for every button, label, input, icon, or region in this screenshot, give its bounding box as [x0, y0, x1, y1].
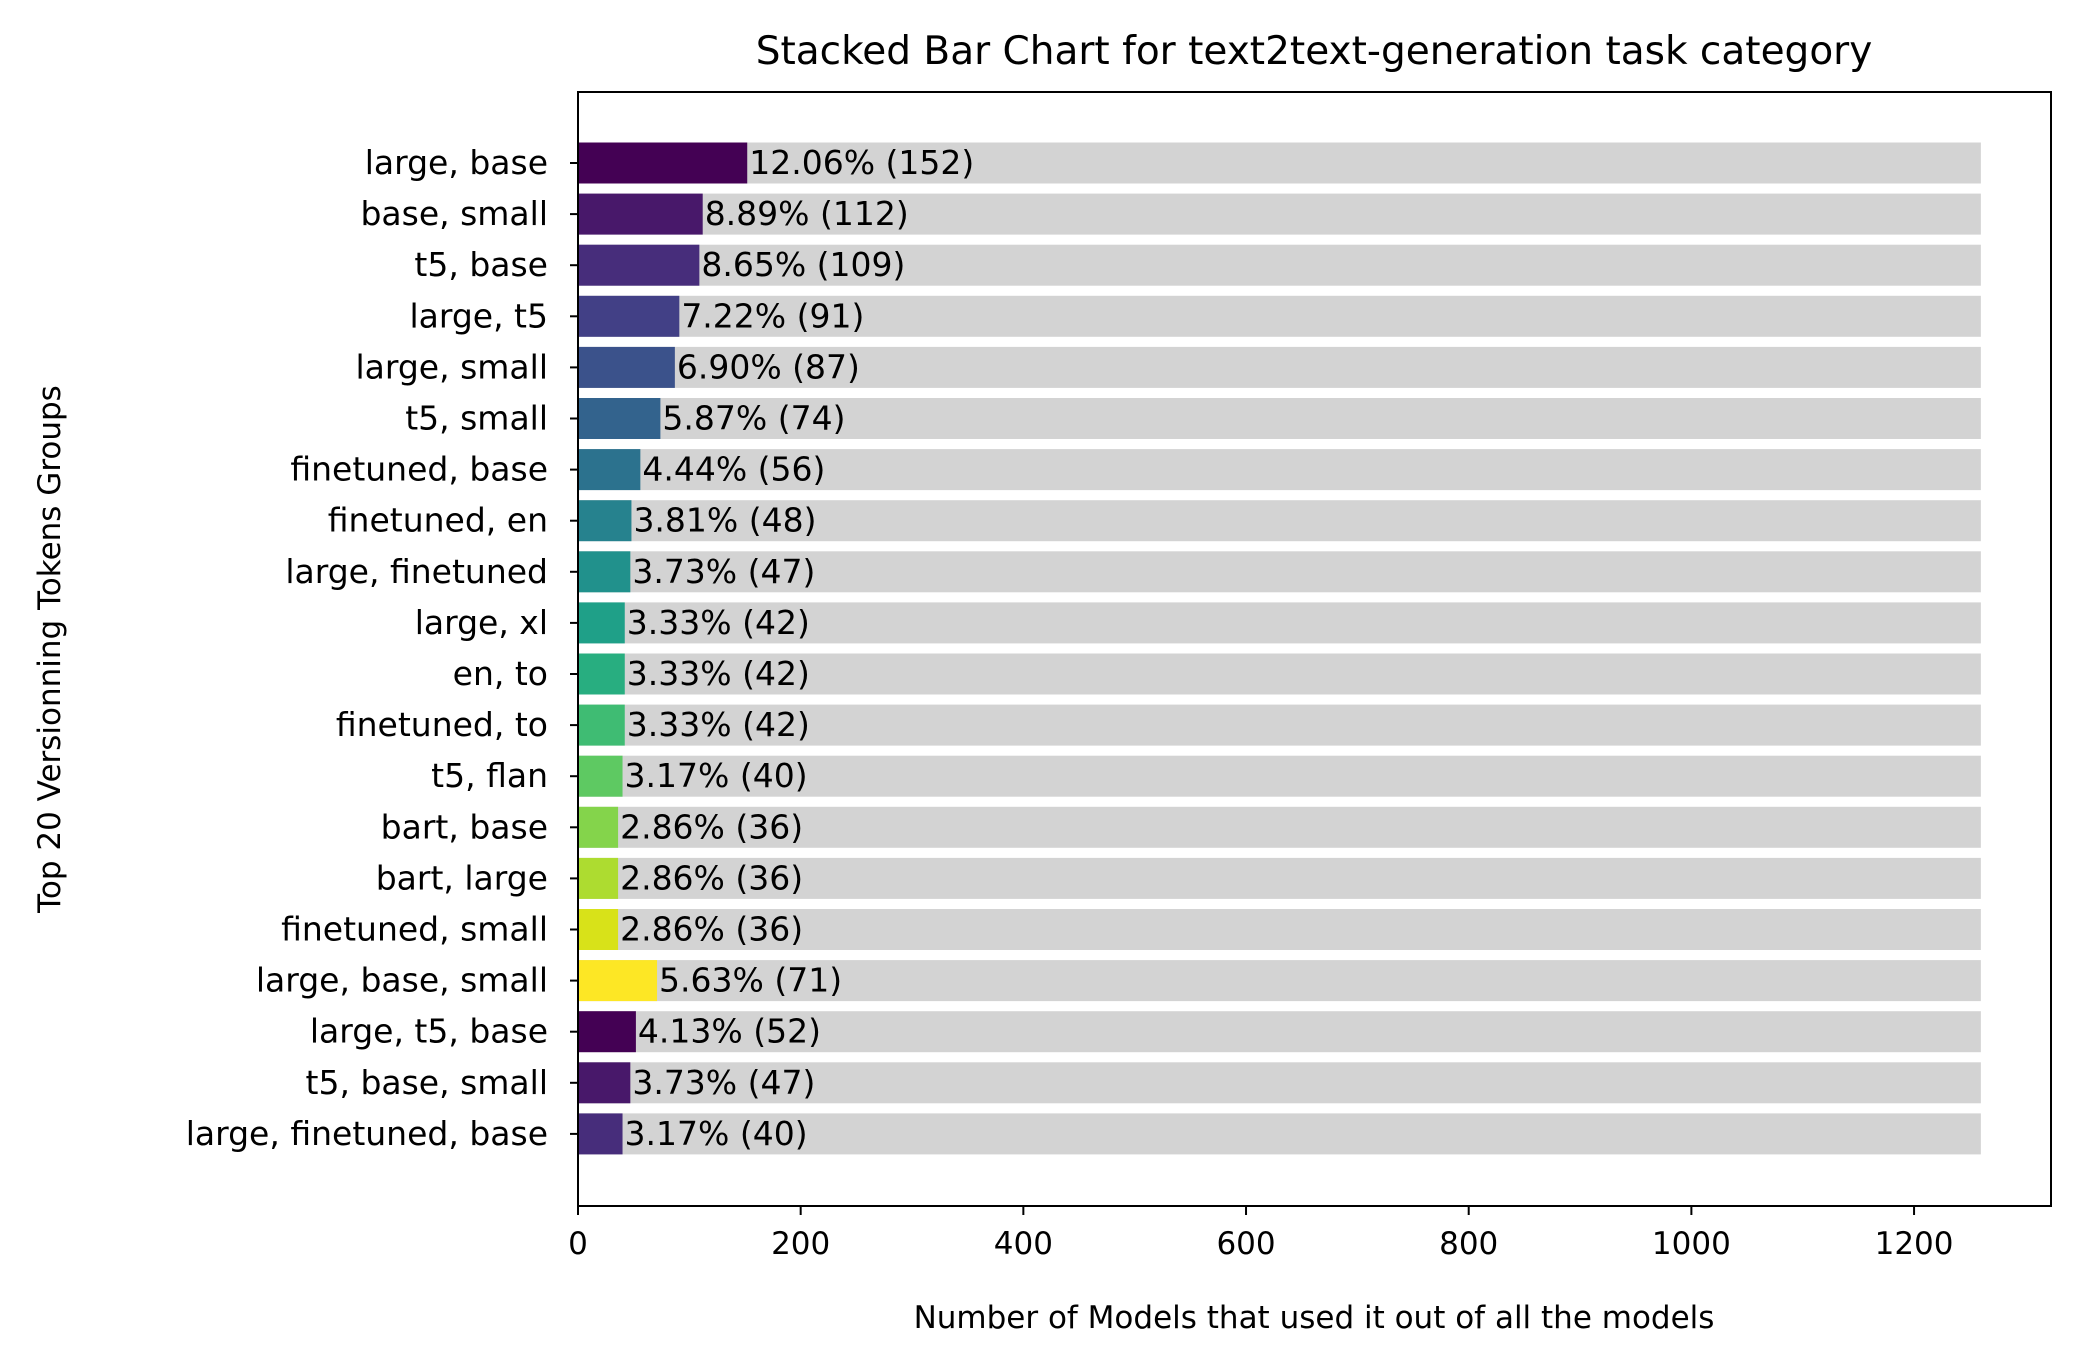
bar-data-label: 8.65% (109) [701, 245, 905, 284]
bar-data-label: 12.06% (152) [749, 143, 974, 182]
bar-value [578, 1113, 623, 1155]
bar-value [578, 193, 703, 235]
bar-data-label: 2.86% (36) [620, 807, 803, 846]
y-tick-label: large, finetuned [285, 552, 548, 591]
y-tick-label: large, finetuned, base [186, 1114, 548, 1153]
bar-total [578, 1011, 1981, 1053]
bar-value [578, 500, 632, 542]
bar-value [578, 449, 641, 491]
bar-total [578, 960, 1981, 1002]
bar-value [578, 909, 619, 950]
bar-data-label: 3.81% (48) [633, 501, 816, 540]
y-tick-label: base, small [360, 194, 548, 233]
bar-data-label: 8.89% (112) [705, 194, 909, 233]
bar-value [578, 398, 661, 439]
bar-value [578, 244, 700, 286]
bar-value [578, 602, 625, 644]
bar-data-label: 7.22% (91) [681, 296, 864, 335]
bar-data-label: 5.63% (71) [659, 961, 842, 1000]
bar-value [578, 755, 623, 797]
y-tick-label: bart, base [381, 807, 548, 846]
y-tick-label: en, to [453, 654, 548, 693]
bar-total [578, 653, 1981, 695]
bar-total [578, 500, 1981, 542]
y-tick-label: t5, base [414, 245, 548, 284]
bar-data-label: 3.73% (47) [632, 1063, 815, 1102]
x-tick-label: 200 [771, 1226, 830, 1262]
bar-data-label: 3.73% (47) [632, 552, 815, 591]
x-axis-label: Number of Models that used it out of all… [914, 1300, 1715, 1336]
bar-value [578, 295, 680, 337]
y-tick-label: large, t5, base [310, 1012, 548, 1051]
bar-data-label: 4.13% (52) [638, 1012, 821, 1051]
y-tick-label: large, small [355, 347, 548, 386]
bar-data-label: 2.86% (36) [620, 910, 803, 949]
y-tick-label: finetuned, en [328, 501, 548, 540]
x-tick-label: 0 [568, 1226, 588, 1262]
bar-value [578, 960, 658, 1002]
y-tick-label: finetuned, to [336, 705, 548, 744]
bar-total [578, 193, 1981, 235]
bar-total [578, 142, 1981, 184]
bar-total [578, 755, 1981, 797]
x-tick-label: 1000 [1652, 1226, 1731, 1262]
bar-data-label: 3.33% (42) [627, 705, 810, 744]
y-tick-labels: large, base base, small t5, base large, t5 l… [186, 143, 578, 1153]
bar-total [578, 449, 1981, 491]
bar-labels-layer: 12.06% (152) 8.89% (112) 8.65% (109) 7.22% … [620, 143, 974, 1153]
bar-total [578, 551, 1981, 593]
bar-data-label: 2.86% (36) [620, 858, 803, 897]
bar-total [578, 244, 1981, 286]
bar-data-label: 5.87% (74) [662, 399, 845, 438]
y-tick-label: large, t5 [409, 296, 548, 335]
bar-total [578, 1062, 1981, 1104]
bar-data-label: 3.17% (40) [625, 1114, 808, 1153]
y-tick-label: finetuned, base [290, 450, 548, 489]
x-tick-label: 1200 [1875, 1226, 1954, 1262]
y-tick-label: t5, small [405, 399, 548, 438]
y-tick-label: t5, base, small [306, 1063, 548, 1102]
bar-total [578, 857, 1981, 899]
bars-layer [578, 142, 1981, 1155]
y-tick-label: finetuned, small [281, 910, 548, 949]
bar-value [578, 142, 748, 184]
bar-data-label: 6.90% (87) [677, 347, 860, 386]
x-tick-label: 800 [1439, 1226, 1498, 1262]
bar-total [578, 398, 1981, 439]
bar-value [578, 704, 625, 746]
bar-value [578, 346, 675, 388]
y-tick-label: large, base, small [256, 961, 548, 1000]
y-tick-label: large, base [365, 143, 548, 182]
bar-data-label: 4.44% (56) [642, 450, 825, 489]
bar-value [578, 1011, 636, 1053]
bar-value [578, 857, 619, 899]
x-ticks: 0 200 400 600 800 1000 1200 [568, 1206, 1954, 1262]
bar-value [578, 1062, 631, 1104]
bar-total [578, 909, 1981, 950]
bar-total [578, 602, 1981, 644]
bar-total [578, 346, 1981, 388]
bar-data-label: 3.17% (40) [625, 756, 808, 795]
y-tick-label: bart, large [376, 858, 548, 897]
x-tick-label: 600 [1216, 1226, 1275, 1262]
bar-data-label: 3.33% (42) [627, 603, 810, 642]
bar-total [578, 295, 1981, 337]
bar-total [578, 806, 1981, 848]
bar-value [578, 653, 625, 695]
bar-data-label: 3.33% (42) [627, 654, 810, 693]
y-tick-label: t5, flan [431, 756, 548, 795]
bar-total [578, 1113, 1981, 1155]
x-tick-label: 400 [994, 1226, 1053, 1262]
bar-total [578, 704, 1981, 746]
bar-value [578, 806, 619, 848]
plot-frame [577, 91, 2052, 1207]
chart-title: Stacked Bar Chart for text2text-generati… [756, 29, 1873, 74]
bar-value [578, 551, 631, 593]
y-axis-label: Top 20 Versionning Tokens Groups [32, 385, 68, 914]
y-tick-label: large, xl [415, 603, 548, 642]
